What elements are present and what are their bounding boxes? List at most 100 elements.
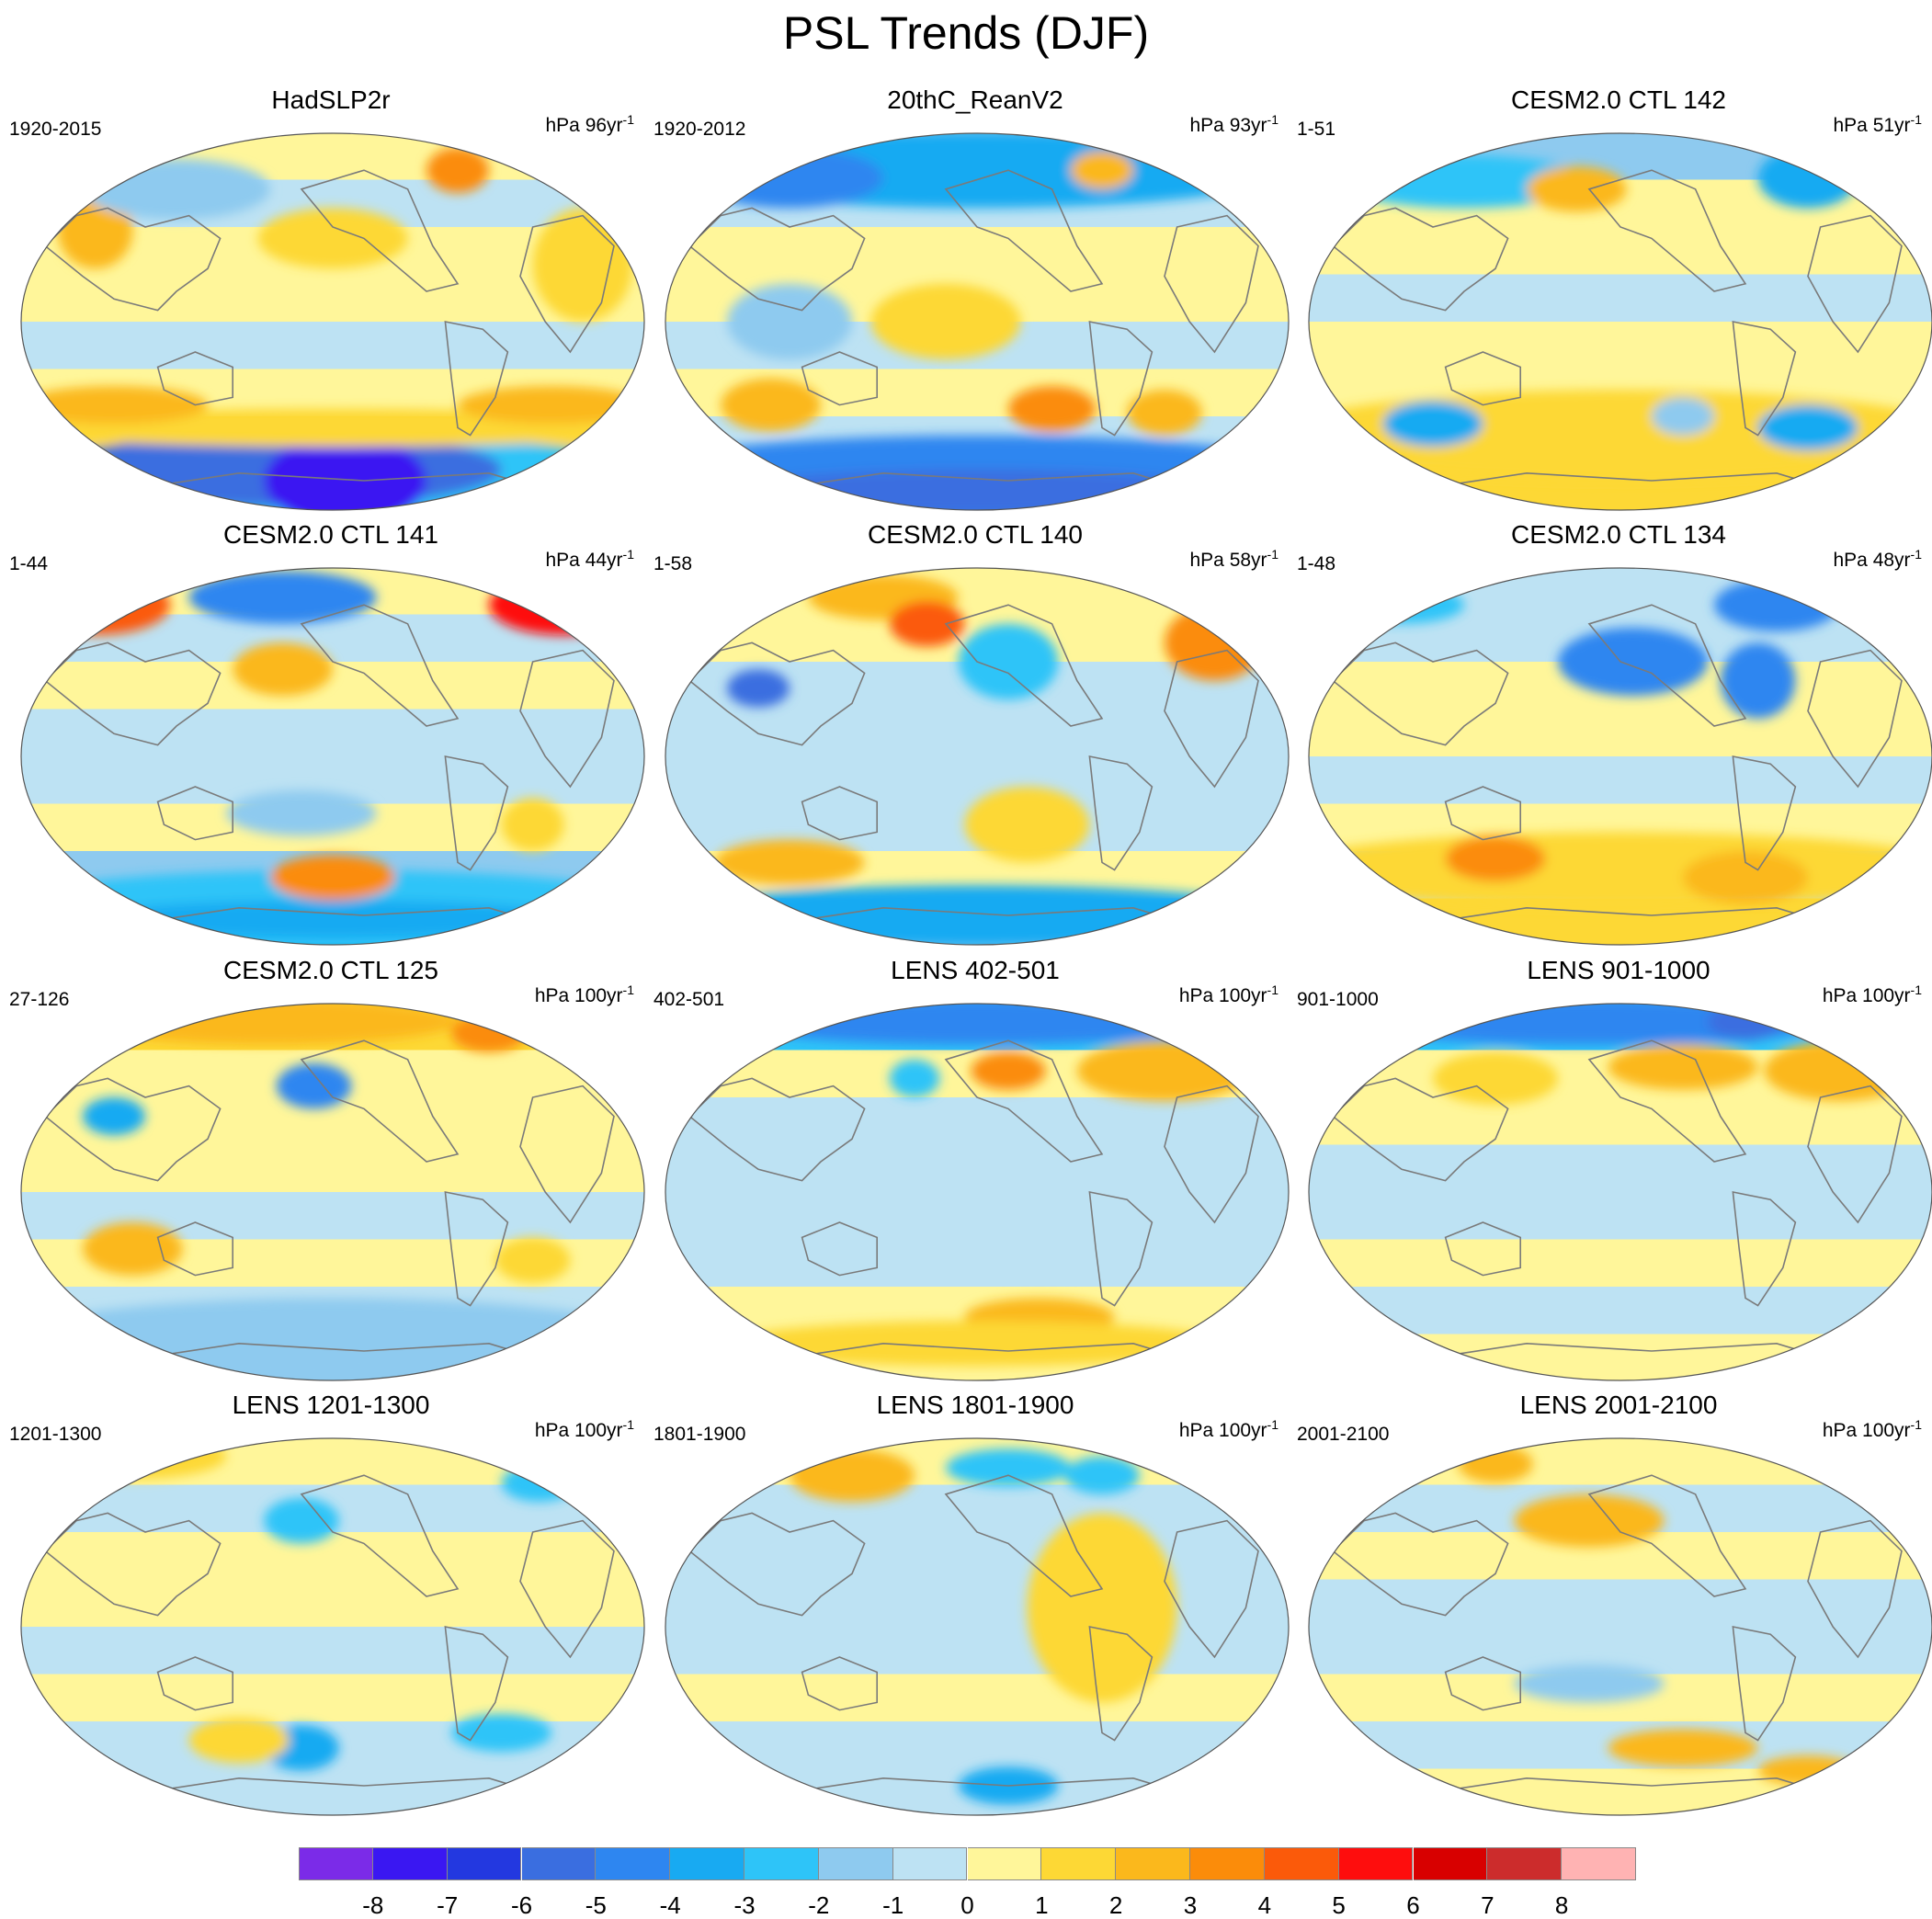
trend-anomaly <box>1652 397 1714 436</box>
map-border <box>665 132 1290 511</box>
coastline <box>688 207 866 312</box>
unit-label: hPa <box>1822 985 1863 1006</box>
trend-anomaly <box>276 1062 352 1109</box>
trend-anomaly <box>889 1059 940 1097</box>
coastline <box>688 642 866 746</box>
trend-anomaly <box>270 855 395 901</box>
trend-anomaly <box>21 386 208 425</box>
trend-exponent: -1 <box>1910 112 1922 127</box>
trend-anomaly <box>1165 605 1265 681</box>
trend-band <box>1309 1097 1932 1146</box>
panel-period: 901-1000 <box>1297 989 1379 1010</box>
psl-trend-field <box>665 1438 1289 1815</box>
coastline <box>944 169 1104 292</box>
trend-band <box>1309 756 1932 805</box>
coastline <box>1807 649 1903 789</box>
panel-units: hPa 58yr-1 <box>1189 548 1279 573</box>
coastline <box>519 1519 615 1659</box>
trend-period: 100yr <box>574 985 623 1006</box>
map-border <box>20 1437 645 1816</box>
panel-period: 402-501 <box>653 989 725 1010</box>
trend-band <box>21 709 644 757</box>
trend-band <box>21 1674 644 1722</box>
coastline <box>1587 1039 1747 1163</box>
colorbar-label: 2 <box>1108 1891 1123 1919</box>
coastline <box>519 649 615 789</box>
trend-period: 100yr <box>1862 1420 1911 1441</box>
trend-anomaly <box>1514 1664 1665 1703</box>
trend-period: 58yr <box>1229 550 1267 571</box>
coastline <box>944 1039 1104 1163</box>
trend-anomaly <box>1071 151 1133 189</box>
trend-anomaly <box>494 1237 571 1283</box>
map-panel: LENS 901-1000 901-1000 hPa 100yr-1 <box>1297 956 1932 1402</box>
figure-title: PSL Trends (DJF) <box>782 7 1150 59</box>
map-panel: LENS 1201-1300 1201-1300 hPa 100yr-1 <box>9 1391 653 1836</box>
trend-exponent: -1 <box>1910 547 1922 562</box>
coastline <box>43 1512 222 1617</box>
trend-anomaly <box>188 571 377 624</box>
trend-band <box>665 709 1289 757</box>
trend-anomaly <box>727 669 790 708</box>
trend-anomaly <box>1382 401 1483 447</box>
map-border <box>20 132 645 511</box>
trend-band <box>21 1579 644 1628</box>
colorbar-label: 0 <box>960 1891 974 1919</box>
panel-title: CESM2.0 CTL 141 <box>223 520 438 549</box>
coastline <box>444 755 509 871</box>
coastline <box>1164 649 1259 789</box>
robinson-map <box>665 1437 1290 1816</box>
coastline <box>801 1221 878 1277</box>
trend-period: 96yr <box>585 115 623 136</box>
robinson-map <box>665 1003 1290 1381</box>
map-border <box>20 1003 645 1381</box>
trend-anomaly <box>1757 1755 1858 1787</box>
panel-units: hPa 48yr-1 <box>1833 547 1922 573</box>
panel-period: 2001-2100 <box>1297 1424 1390 1445</box>
trend-anomaly <box>1064 1456 1140 1494</box>
trend-anomaly <box>665 885 1289 945</box>
colorbar-label: -1 <box>882 1891 904 1919</box>
unit-label: hPa <box>545 550 585 571</box>
map-panel: 20thC_ReanV2 1920-2012 hPa 93yr-1 <box>653 85 1297 531</box>
coastline <box>1444 786 1521 841</box>
coastline <box>944 604 1104 727</box>
trend-anomaly <box>1127 390 1202 436</box>
trend-anomaly <box>83 900 583 938</box>
trend-band <box>21 1144 644 1193</box>
trend-band <box>1309 709 1932 757</box>
colorbar-label: 7 <box>1481 1891 1494 1919</box>
coastline <box>1088 321 1154 437</box>
psl-trend-field <box>21 1004 644 1380</box>
trend-band <box>21 1532 644 1581</box>
panel-period: 1-44 <box>9 553 49 574</box>
panel-period: 1-48 <box>1297 553 1336 574</box>
psl-trend-field <box>21 1438 644 1815</box>
unit-label: hPa <box>1822 1420 1863 1441</box>
colorbar-swatch <box>1338 1847 1414 1880</box>
coastline <box>1331 1077 1509 1182</box>
psl-trend-field <box>1309 568 1932 945</box>
coastline <box>1331 1512 1509 1617</box>
colorbar-label: -8 <box>362 1891 384 1919</box>
trend-band <box>665 568 1289 616</box>
coastline <box>1732 1626 1797 1742</box>
robinson-map <box>20 1003 645 1381</box>
colorbar-swatch <box>670 1847 744 1880</box>
map-border <box>665 1003 1290 1381</box>
panel-units: hPa 93yr-1 <box>1189 113 1279 138</box>
trend-anomaly <box>714 839 865 886</box>
trend-band <box>21 133 644 181</box>
robinson-map <box>20 567 645 946</box>
trend-anomaly <box>458 386 644 425</box>
coastline <box>43 642 222 746</box>
colorbar-swatch <box>372 1847 448 1880</box>
trend-band <box>1309 1768 1932 1815</box>
map-border <box>665 1437 1290 1816</box>
trend-band <box>1309 1192 1932 1241</box>
colorbar-swatch <box>1413 1847 1488 1880</box>
robinson-map <box>20 132 645 511</box>
trend-anomaly <box>870 283 1021 360</box>
robinson-map <box>1308 1003 1932 1381</box>
unit-label: hPa <box>1189 550 1230 571</box>
